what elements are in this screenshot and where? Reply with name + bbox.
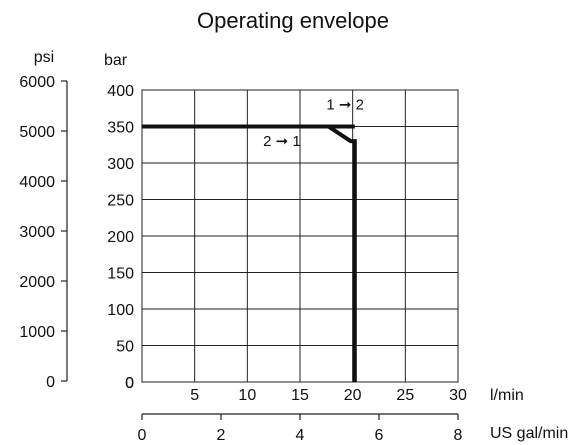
x-tick-label-lmin: 10 [238,387,256,404]
envelope-series [142,124,357,382]
y-axis-label-psi: psi [34,49,54,66]
y-tick-label-psi: 0 [46,374,55,391]
y-axis-label-bar: bar [104,52,128,69]
y-tick-label-bar: 50 [116,339,134,356]
x-tick-label-galmin: 8 [454,427,463,444]
x-tick-label-galmin: 6 [375,427,384,444]
x-tick-label-lmin: 15 [291,387,309,404]
x-tick-label-galmin: 2 [217,427,226,444]
envelope-line-1 [142,124,357,382]
x-tick-label-lmin: 20 [344,387,362,404]
y-tick-label-bar: 0 [125,375,134,392]
y-tick-label-bar: 400 [107,83,134,100]
x-axis-label-lmin: l/min [490,387,524,404]
y-tick-label-psi: 6000 [19,74,55,91]
y-tick-label-psi: 4000 [19,174,55,191]
y-tick-label-bar: 200 [107,229,134,246]
annotation-1: 1 ➞ 2 [326,97,364,114]
x-axis-label-galmin: US gal/min [490,425,568,442]
y-tick-label-psi: 5000 [19,124,55,141]
x-tick-label-lmin: 5 [190,387,199,404]
x-tick-label-galmin: 4 [296,427,305,444]
x-tick-label-lmin: 30 [449,387,467,404]
annotation-2: 2 ➞ 1 [263,133,301,150]
y-tick-label-bar: 300 [107,156,134,173]
y-tick-label-bar: 250 [107,193,134,210]
y-tick-label-psi: 2000 [19,274,55,291]
x-tick-label-lmin: 25 [396,387,414,404]
x-tick-label-galmin: 0 [138,427,147,444]
y-tick-label-bar: 150 [107,266,134,283]
chart-axes [61,80,459,420]
chart-title: Operating envelope [197,8,389,33]
y-tick-label-bar: 350 [107,120,134,137]
y-tick-label-bar: 100 [107,302,134,319]
x-origin-label: 0 [125,375,134,392]
y-tick-label-psi: 3000 [19,224,55,241]
y-tick-label-psi: 1000 [19,324,55,341]
